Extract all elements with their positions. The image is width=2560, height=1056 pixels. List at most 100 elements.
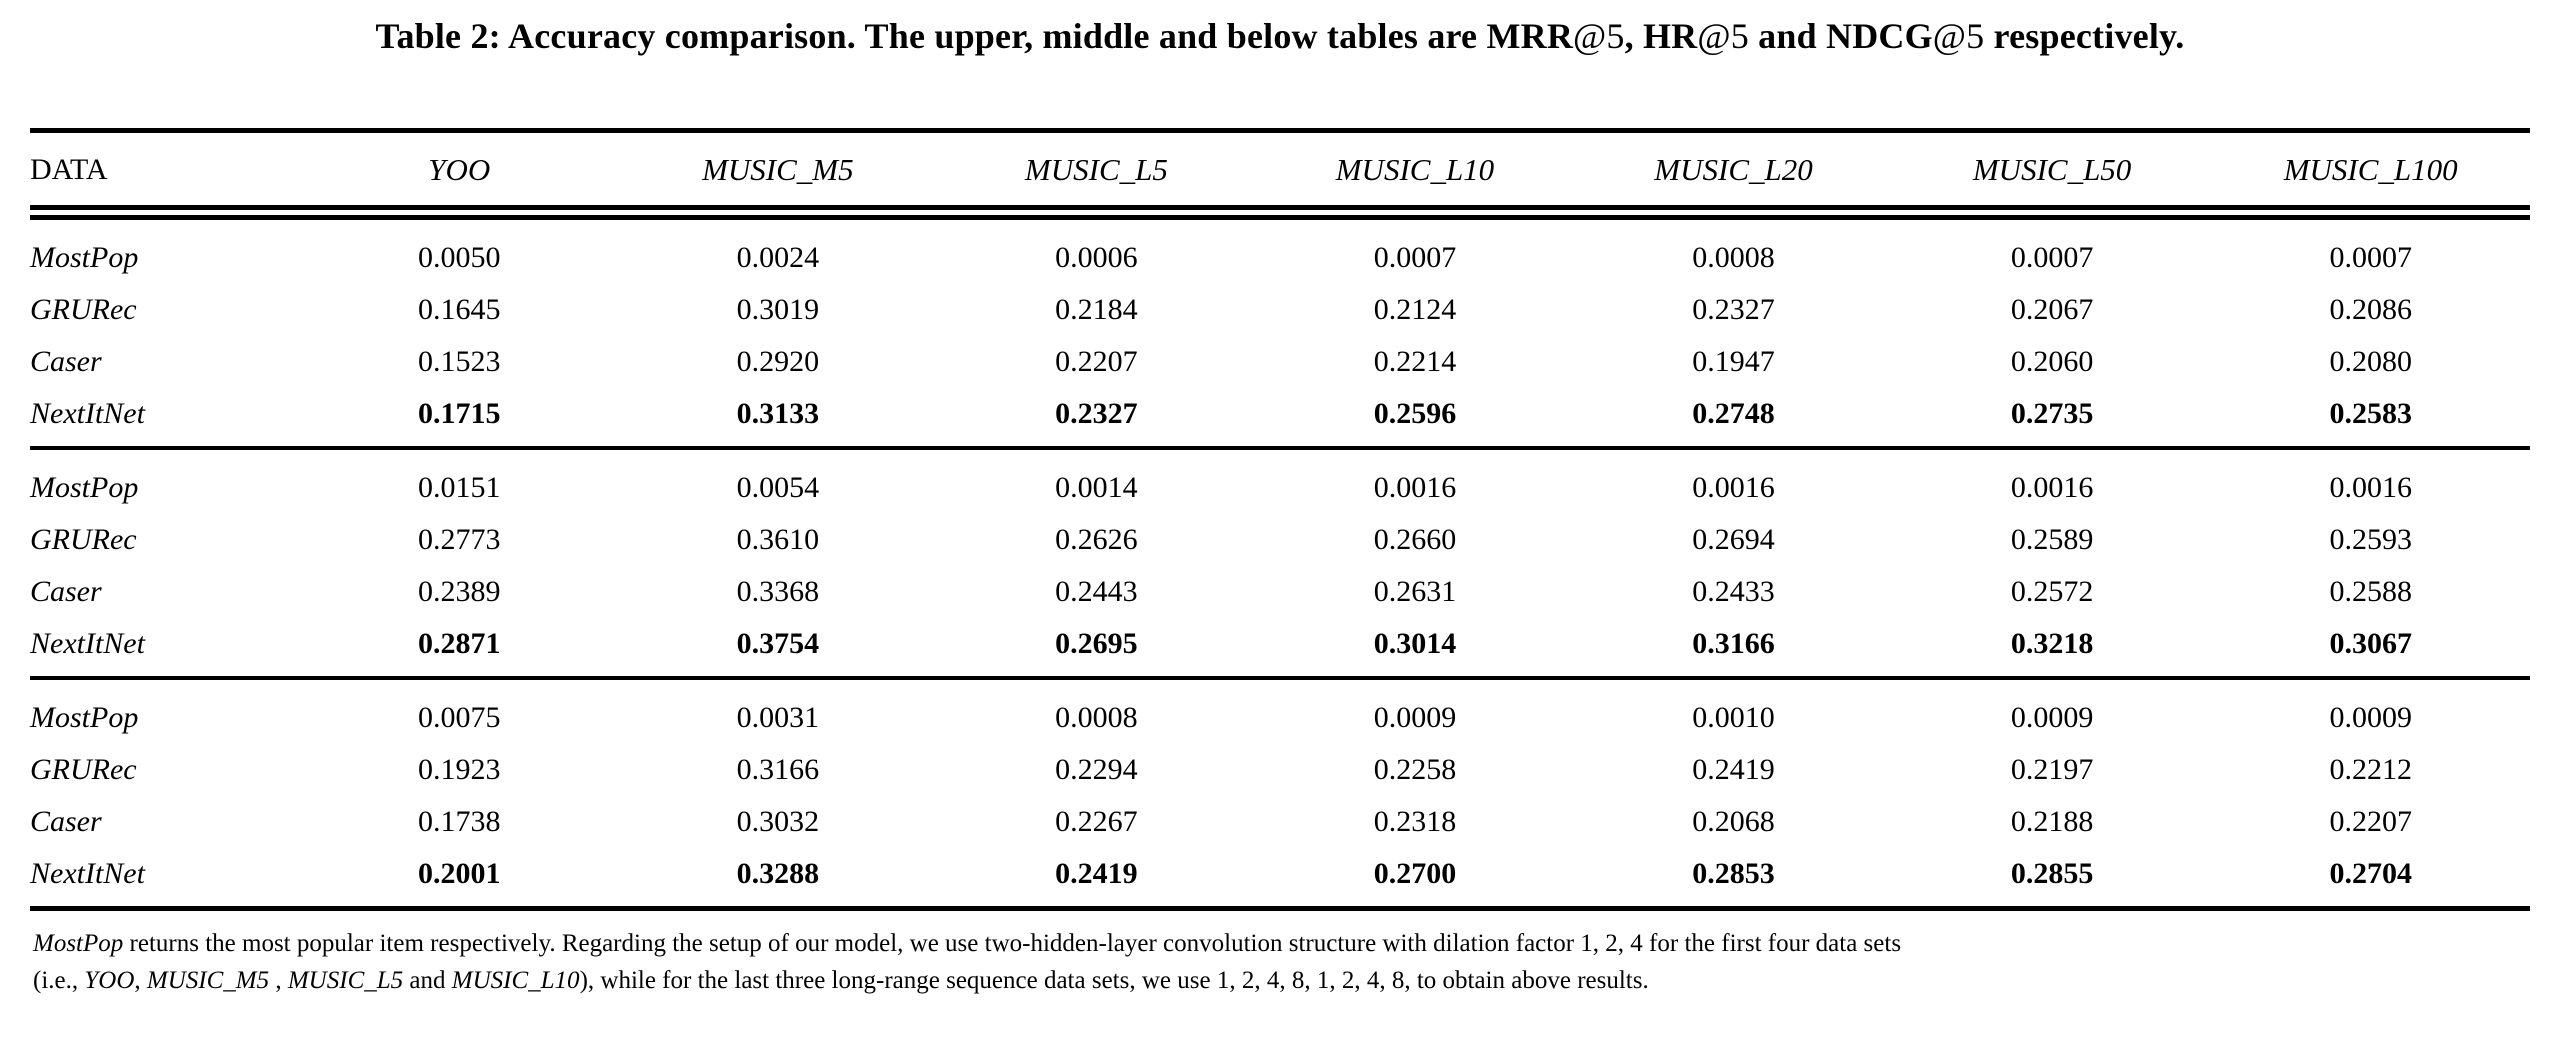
metric-value: 0.0007: [2329, 241, 2412, 274]
metric-value: 0.2773: [418, 523, 501, 556]
table-row: Caser 0.2389 0.3368 0.2443 0.2631 0.2433 0.257…: [30, 566, 2530, 618]
model-label: NextItNet: [30, 857, 145, 890]
metric-section-hr5: MostPop 0.0151 0.0054 0.0014 0.0016 0.0016 0.0…: [30, 448, 2530, 678]
metric-value: 0.3067: [2329, 627, 2412, 660]
metric-value: 0.2920: [736, 345, 820, 378]
model-label: NextItNet: [30, 397, 145, 430]
table-row: NextItNet 0.2001 0.3288 0.2419 0.2700 0.2853 0…: [30, 848, 2530, 909]
metric-value: 0.2871: [418, 627, 501, 660]
metric-value: 0.2704: [2329, 857, 2412, 890]
metric-value: 0.0016: [1692, 471, 1775, 504]
metric-value: 0.2389: [418, 575, 501, 608]
metric-value: 0.3032: [736, 805, 820, 838]
metric-value: 0.0050: [418, 241, 501, 274]
model-label: MostPop: [30, 471, 139, 504]
metric-value: 0.2067: [2010, 293, 2094, 326]
metric-value: 0.2572: [2010, 575, 2094, 608]
metric-value: 0.2294: [1055, 753, 1138, 786]
footnote-music-m5: MUSIC_M5: [146, 967, 270, 994]
table-row: MostPop 0.0151 0.0054 0.0014 0.0016 0.0016 0.0…: [30, 448, 2530, 514]
metric-value: 0.0075: [418, 701, 501, 734]
model-label: Caser: [30, 805, 102, 838]
metric-value: 0.0024: [736, 241, 820, 274]
metric-value: 0.1645: [418, 293, 501, 326]
metric-value: 0.2631: [1373, 575, 1457, 608]
footnote-music-l10: MUSIC_L10: [451, 967, 580, 994]
footnote-yoo: YOO: [84, 967, 135, 994]
model-label: GRURec: [30, 523, 137, 556]
metric-value: 0.3218: [2010, 627, 2094, 660]
metric-value: 0.2748: [1692, 397, 1775, 430]
footnote-text: ,: [134, 967, 147, 994]
metric-value: 0.2184: [1055, 293, 1138, 326]
metric-value: 0.0008: [1055, 701, 1138, 734]
column-header-music-l50: MUSIC_L50: [1892, 130, 2212, 220]
metric-value: 0.2207: [2329, 805, 2412, 838]
metric-value: 0.2124: [1373, 293, 1457, 326]
table-row: MostPop 0.0050 0.0024 0.0006 0.0007 0.0008 0.0…: [30, 213, 2530, 285]
footnote-line-1: MostPop returns the most popular item re…: [33, 925, 2527, 962]
metric-value: 0.2212: [2329, 753, 2412, 786]
model-label: GRURec: [30, 293, 137, 326]
table-row: Caser 0.1738 0.3032 0.2267 0.2318 0.2068 0.218…: [30, 796, 2530, 848]
column-header-yoo: YOO: [300, 130, 619, 220]
metric-value: 0.2593: [2329, 523, 2412, 556]
metric-value: 0.2588: [2329, 575, 2412, 608]
metric-value: 0.2327: [1692, 293, 1775, 326]
table-header: DATA YOO MUSIC_M5 MUSIC_L5 MUSIC_L10 MUS…: [30, 130, 2530, 220]
metric-value: 0.2267: [1055, 805, 1138, 838]
metric-value: 0.2327: [1055, 397, 1138, 430]
column-header-music-l20: MUSIC_L20: [1574, 130, 1893, 220]
table-row: NextItNet 0.1715 0.3133 0.2327 0.2596 0.2748 0…: [30, 388, 2530, 448]
table-caption: Table 2: Accuracy comparison. The upper,…: [0, 0, 2560, 58]
footnote-text: returns the most popular item respective…: [123, 930, 1902, 957]
metric-section-mrr5: MostPop 0.0050 0.0024 0.0006 0.0007 0.0008 0.0…: [30, 213, 2530, 448]
table-row: MostPop 0.0075 0.0031 0.0008 0.0009 0.0010 0.0…: [30, 678, 2530, 744]
metric-value: 0.3019: [736, 293, 820, 326]
metric-value: 0.3610: [736, 523, 820, 556]
metric-value: 0.2258: [1373, 753, 1457, 786]
metric-value: 0.0054: [736, 471, 820, 504]
model-label: GRURec: [30, 753, 137, 786]
metric-value: 0.2695: [1055, 627, 1138, 660]
metric-value: 0.2080: [2329, 345, 2412, 378]
metric-value: 0.2583: [2329, 397, 2412, 430]
caption-tail: respectively.: [1984, 16, 2185, 56]
table-footnote: MostPop returns the most popular item re…: [33, 925, 2527, 999]
metric-value: 0.3288: [736, 857, 820, 890]
metric-value: 0.3014: [1373, 627, 1457, 660]
column-header-music-m5: MUSIC_M5: [618, 130, 938, 220]
metric-value: 0.2188: [2010, 805, 2094, 838]
column-header-music-l100: MUSIC_L100: [2211, 130, 2530, 220]
metric-value: 0.2694: [1692, 523, 1775, 556]
metric-value: 0.2207: [1055, 345, 1138, 378]
metric-value: 0.3133: [736, 397, 820, 430]
caption-at5: @5: [1932, 16, 1985, 56]
caption-metric-hr: HR: [1642, 16, 1698, 56]
table-row: NextItNet 0.2871 0.3754 0.2695 0.3014 0.3166 0…: [30, 618, 2530, 678]
metric-value: 0.3166: [1692, 627, 1775, 660]
metric-value: 0.2060: [2010, 345, 2094, 378]
metric-value: 0.2197: [2010, 753, 2094, 786]
metric-value: 0.0009: [1373, 701, 1457, 734]
caption-metric-mrr: MRR: [1486, 16, 1574, 56]
metric-value: 0.0014: [1055, 471, 1138, 504]
table-row: Caser 0.1523 0.2920 0.2207 0.2214 0.1947 0.206…: [30, 336, 2530, 388]
model-label: NextItNet: [30, 627, 145, 660]
metric-value: 0.2433: [1692, 575, 1775, 608]
caption-metric-ndcg: NDCG: [1826, 16, 1933, 56]
model-label: Caser: [30, 345, 102, 378]
table-row: GRURec 0.1645 0.3019 0.2184 0.2124 0.2327 0.20…: [30, 284, 2530, 336]
accuracy-table: DATA YOO MUSIC_M5 MUSIC_L5 MUSIC_L10 MUS…: [30, 128, 2530, 911]
metric-value: 0.0010: [1692, 701, 1775, 734]
metric-value: 0.0016: [2010, 471, 2094, 504]
footnote-text: ,: [269, 967, 288, 994]
column-header-data: DATA: [30, 130, 300, 220]
metric-value: 0.0016: [1373, 471, 1457, 504]
metric-value: 0.3754: [736, 627, 820, 660]
caption-comma: ,: [1624, 16, 1643, 56]
footnote-music-l5: MUSIC_L5: [287, 967, 404, 994]
metric-value: 0.2318: [1373, 805, 1457, 838]
metric-value: 0.1523: [418, 345, 501, 378]
